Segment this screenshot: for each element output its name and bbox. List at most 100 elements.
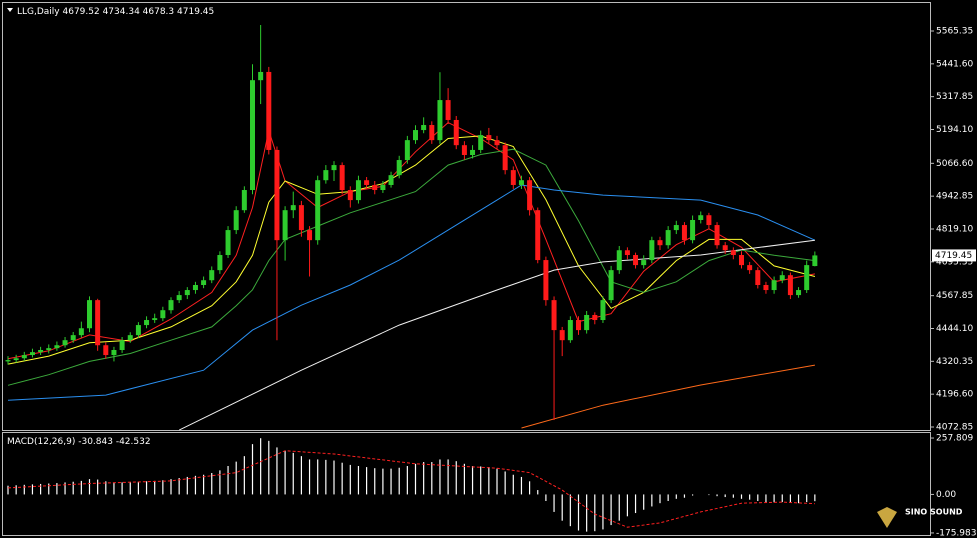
candle-body bbox=[364, 180, 370, 185]
y-tick-label: 4072.85 bbox=[936, 422, 973, 432]
menu-arrow[interactable] bbox=[7, 8, 13, 12]
candle-body bbox=[779, 275, 785, 281]
signal-value: -42.532 bbox=[116, 437, 151, 447]
candle-body bbox=[103, 345, 109, 356]
candle-body bbox=[739, 255, 744, 266]
candle-body bbox=[804, 265, 810, 291]
y-tick-label: 4695.35 bbox=[936, 257, 973, 267]
main-frame bbox=[2, 2, 931, 431]
candle-body bbox=[429, 125, 435, 141]
y-tick-label: 0.00 bbox=[936, 490, 956, 500]
candle-body bbox=[241, 190, 247, 211]
candle-body bbox=[168, 300, 174, 311]
candle-body bbox=[160, 310, 166, 319]
candle-body bbox=[46, 348, 52, 351]
candle-body bbox=[453, 119, 459, 146]
y-tick-label: 5194.10 bbox=[936, 125, 973, 135]
candle-body bbox=[657, 240, 663, 246]
candle-body bbox=[258, 71, 264, 81]
candle-body bbox=[70, 335, 76, 341]
candle-body bbox=[690, 220, 696, 241]
plot-layer: 5565.35 5441.60 5317.85 5194.10 5066.60 4942.… bbox=[5, 24, 976, 538]
candle-body bbox=[127, 335, 133, 341]
y-tick-label: 4567.85 bbox=[936, 291, 973, 301]
moving-average bbox=[7, 148, 815, 386]
candle-body bbox=[5, 360, 11, 362]
candle-body bbox=[176, 295, 182, 301]
watermark: SINO SOUND bbox=[905, 508, 963, 517]
candle-body bbox=[209, 270, 215, 281]
candle-body bbox=[747, 265, 753, 271]
candle-body bbox=[95, 300, 101, 346]
candle-body bbox=[502, 145, 508, 171]
high-value: 4734.34 bbox=[103, 7, 143, 17]
macd-value: -30.843 bbox=[78, 437, 116, 447]
candle-body bbox=[567, 320, 573, 341]
candle-body bbox=[559, 330, 565, 341]
candle-body bbox=[722, 245, 728, 251]
candle-body bbox=[184, 290, 190, 296]
y-tick-label: 4942.85 bbox=[936, 192, 973, 202]
candle-body bbox=[413, 130, 418, 141]
candle-body bbox=[592, 314, 598, 321]
candle-body bbox=[494, 140, 500, 146]
candle-body bbox=[331, 165, 337, 171]
candle-body bbox=[535, 210, 541, 261]
candle-body bbox=[584, 314, 590, 331]
candle-body bbox=[13, 358, 19, 361]
macd-header: MACD(12,26,9) -30.843 -42.532 bbox=[7, 437, 151, 447]
candle-body bbox=[339, 165, 345, 191]
y-tick-label: 4819.10 bbox=[936, 224, 973, 234]
open-value: 4679.52 bbox=[63, 7, 103, 17]
candle-body bbox=[119, 340, 125, 351]
candle-body bbox=[787, 275, 793, 296]
macd-frame bbox=[2, 432, 931, 536]
candle-body bbox=[21, 355, 27, 359]
moving-average bbox=[178, 239, 815, 431]
candle-body bbox=[665, 230, 671, 246]
candle-body bbox=[527, 180, 533, 211]
candle-body bbox=[250, 80, 255, 191]
candle-body bbox=[307, 230, 313, 241]
candle-body bbox=[135, 325, 141, 336]
y-tick-label: 5317.85 bbox=[936, 92, 973, 102]
candle-body bbox=[266, 71, 272, 150]
logo-icon bbox=[877, 507, 897, 528]
candle-body bbox=[404, 140, 410, 161]
candle-body bbox=[681, 225, 687, 241]
candle-body bbox=[649, 240, 655, 261]
candle-body bbox=[111, 350, 117, 356]
candle-body bbox=[78, 328, 84, 336]
candle-body bbox=[233, 210, 239, 231]
candle-body bbox=[673, 225, 679, 231]
candle-body bbox=[698, 215, 704, 221]
candle-body bbox=[445, 100, 451, 120]
candle-body bbox=[437, 100, 443, 141]
moving-average bbox=[521, 364, 815, 429]
candle-body bbox=[714, 225, 720, 246]
candle-body bbox=[201, 280, 207, 286]
y-tick-label: 257.809 bbox=[936, 434, 973, 444]
y-tick-label: -175.983 bbox=[936, 528, 976, 538]
logo: SINO SOUND bbox=[877, 507, 963, 528]
candle-body bbox=[543, 260, 549, 301]
candle-body bbox=[633, 255, 639, 266]
low-value: 4678.3 bbox=[143, 7, 177, 17]
candle-body bbox=[763, 285, 769, 291]
candle-body bbox=[87, 300, 92, 329]
signal-line bbox=[7, 450, 815, 528]
candle-body bbox=[470, 149, 476, 155]
price-label-box bbox=[932, 249, 976, 262]
macd-title: MACD(12,26,9) bbox=[7, 437, 78, 447]
candle-body bbox=[396, 160, 402, 176]
candle-body bbox=[323, 170, 329, 181]
candle-body bbox=[54, 345, 60, 349]
candle-body bbox=[152, 318, 158, 321]
header: LLG,Daily 4679.52 4734.34 4678.3 4719.45 bbox=[17, 7, 214, 17]
candle-body bbox=[730, 250, 736, 256]
candle-body bbox=[347, 190, 353, 201]
moving-average bbox=[7, 184, 816, 401]
y-tick-label: 5066.60 bbox=[936, 159, 973, 169]
candle-body bbox=[551, 300, 557, 331]
